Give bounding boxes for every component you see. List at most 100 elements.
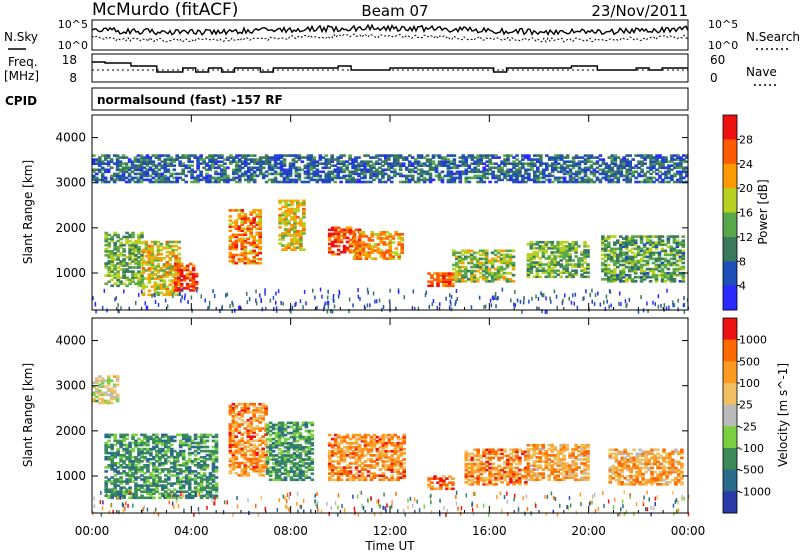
echo-cell [306,166,311,170]
echo-cell [113,243,117,247]
echo-cell [470,162,475,165]
echo-cell [134,258,138,261]
echo-cell [562,178,567,182]
echo-cell [451,278,455,281]
echo-cell [628,176,632,180]
echo-cell [258,235,262,239]
echo-cell [559,164,564,167]
echo-cell [205,176,209,180]
echo-cell [255,160,260,163]
echo-cell [643,158,647,161]
echo-cell [143,451,147,455]
echo-cell [264,156,269,159]
echo-cell [642,273,647,277]
echo-cell [106,164,111,167]
echo-cell [145,156,150,159]
echo-cell [113,264,117,267]
echo-cell [109,176,114,180]
echo-cell [619,251,623,255]
echo-cell [410,174,415,178]
echo-cell [467,261,471,265]
echo-cell [538,275,543,279]
echo-cell [143,443,147,447]
echo-cell [121,178,126,182]
echo-cell [669,278,674,281]
echo-cell [657,273,662,277]
echo-cell [187,494,192,498]
echo-cell [199,170,203,174]
echo-cell [110,460,114,463]
echo-cell [514,303,517,308]
echo-cell [167,476,171,479]
echo-cell [372,174,376,178]
echo-cell [613,249,617,253]
echo-cell [315,160,320,163]
echo-cell [663,253,668,257]
echo-cell [175,433,180,437]
echo-cell [467,269,471,273]
echo-cell [139,164,144,167]
echo-cell [318,158,323,161]
echo-cell [436,280,440,283]
echo-cell [107,451,111,455]
echo-cell [237,209,242,212]
echo-cell [550,180,555,184]
echo-cell [367,239,372,242]
echo-cell [306,176,311,180]
echo-cell [288,166,293,170]
echo-cell [369,174,373,178]
echo-cell [657,243,662,246]
echo-cell [202,486,207,489]
echo-cell [151,154,156,157]
echo-cell [545,164,549,167]
echo-cell [639,267,644,271]
echo-cell [161,464,165,467]
echo-cell [607,278,611,281]
echo-cell [589,293,591,297]
echo-cell [116,258,120,261]
echo-cell [246,406,251,410]
echo-cell [574,178,579,182]
echo-cell [646,301,648,306]
echo-cell [470,280,474,283]
echo-cell [398,180,403,184]
freq-tick-bottom: 8 [69,71,77,85]
echo-cell [333,230,338,234]
echo-cell [173,466,177,469]
echo-cell [285,174,290,178]
echo-cell [240,471,245,475]
echo-cell [175,482,180,485]
echo-cell [604,269,608,273]
echo-cell [527,174,531,178]
echo-cell [110,252,114,255]
echo-cell [631,158,635,161]
echo-cell [607,180,612,184]
echo-cell [654,267,659,271]
echo-cell [391,255,396,258]
echo-cell [118,156,123,159]
echo-cell [237,215,242,218]
echo-cell [243,402,248,406]
echo-cell [631,172,635,176]
echo-cell [681,267,686,271]
echo-cell [118,176,123,180]
echo-cell [678,259,683,263]
echo-cell [481,275,486,279]
echo-cell [303,289,306,294]
echo-cell [237,463,242,467]
echo-cell [128,455,132,459]
echo-cell [407,174,412,178]
echo-cell [580,180,585,184]
echo-cell [419,156,424,159]
echo-cell [660,273,665,277]
echo-cell [669,249,674,253]
echo-cell [363,176,367,180]
echo-cell [610,280,614,283]
echo-cell [149,457,153,461]
echo-cell [627,239,632,242]
echo-cell [526,271,531,274]
echo-cell [499,261,504,265]
echo-cell [660,269,665,273]
echo-cell [125,239,129,243]
